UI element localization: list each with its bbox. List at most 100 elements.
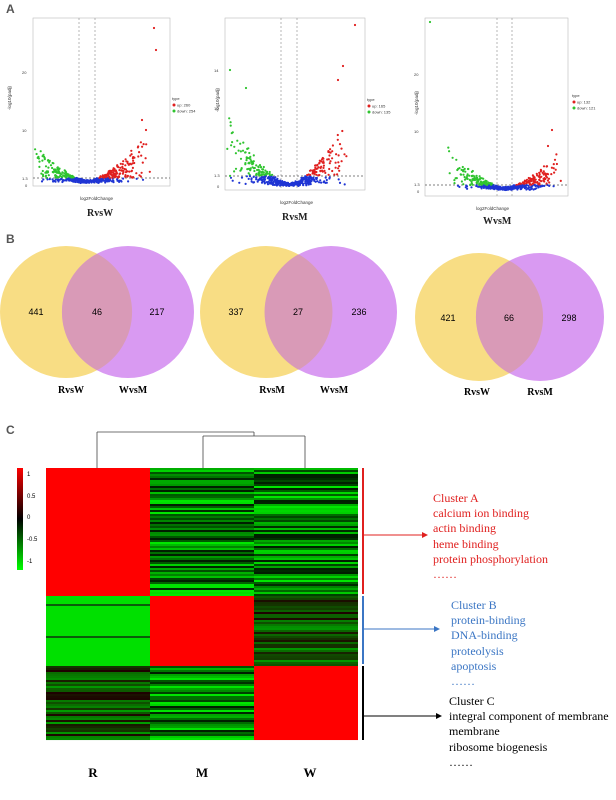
volcano-point — [477, 185, 480, 188]
heatmap-cell — [254, 662, 358, 665]
volcano-point — [546, 179, 550, 182]
volcano-point — [263, 173, 266, 176]
heatmap-cell — [254, 472, 358, 475]
volcano-point — [291, 184, 294, 187]
heatmap-cell — [254, 664, 358, 667]
heatmap-cell — [150, 664, 254, 667]
column-label-r: R — [88, 765, 98, 780]
heatmap-cell — [46, 588, 150, 591]
volcano-point — [308, 169, 312, 172]
volcano-point — [51, 161, 54, 165]
volcano-point — [327, 173, 330, 176]
heatmap-cell — [150, 536, 254, 539]
heatmap-cell — [254, 516, 358, 519]
heatmap-cell — [150, 562, 254, 565]
volcano-point — [343, 183, 346, 186]
heatmap-cell — [150, 682, 254, 685]
heatmap-cell — [150, 676, 254, 679]
volcano-point — [527, 181, 531, 184]
heatmap-cell — [46, 672, 150, 675]
volcano-point — [250, 178, 253, 181]
volcano-point — [248, 151, 251, 155]
volcano-point — [226, 147, 229, 150]
cluster-c-annotation: Cluster C integral component of membrane… — [449, 694, 609, 770]
heatmap-cell — [150, 544, 254, 547]
heatmap-cell — [254, 568, 358, 571]
heatmap-cell — [150, 606, 254, 609]
volcano-point — [145, 143, 148, 146]
volcano-point — [112, 179, 115, 182]
heatmap-cell — [150, 670, 254, 673]
volcano-points-2 — [226, 23, 357, 187]
heatmap-cell — [150, 602, 254, 605]
heatmap-cell — [46, 698, 150, 701]
volcano-point — [297, 184, 300, 187]
volcano-point — [255, 176, 258, 180]
heatmap-cell — [254, 578, 358, 581]
volcano-point — [304, 176, 307, 179]
volcano-legend-up-2: up: 165 — [372, 104, 386, 109]
heatmap-cell — [46, 658, 150, 661]
heatmap-cell — [254, 674, 358, 677]
heatmap-cell — [150, 474, 254, 477]
volcano-point — [246, 168, 249, 171]
volcano-point — [475, 177, 478, 180]
volcano-point — [337, 178, 340, 181]
cluster-b-item: apoptosis — [451, 658, 497, 673]
volcano-point — [536, 174, 539, 177]
heatmap-cell — [254, 634, 358, 637]
volcano-plot-2: -log10(padj) 14 10 1.3 0 type up: 165 do… — [214, 17, 391, 223]
volcano-legend-up-1: up: 260 — [177, 103, 191, 108]
volcano-point — [102, 175, 105, 178]
volcano-point — [337, 167, 340, 170]
heatmap-cell — [150, 534, 254, 537]
heatmap-cell — [46, 492, 150, 495]
volcano-point — [97, 178, 100, 181]
volcano-point — [61, 179, 64, 182]
volcano-point — [320, 181, 323, 184]
heatmap-cell — [46, 554, 150, 557]
heatmap-cell — [150, 604, 254, 607]
heatmap-cell — [150, 728, 254, 731]
heatmap-cell — [150, 610, 254, 613]
venn-1-overlap — [61, 253, 133, 371]
panel-label-b: B — [6, 232, 15, 246]
volcano-point — [135, 177, 138, 180]
heatmap-cell — [46, 524, 150, 527]
volcano-point — [319, 166, 322, 170]
volcano-point — [62, 174, 65, 177]
heatmap-cell — [254, 586, 358, 589]
venn-diagrams: 441 46 217 RvsW WvsM 337 27 236 RvsM Wvs… — [0, 246, 604, 398]
volcano-point — [538, 178, 541, 181]
volcano-point — [274, 178, 278, 181]
heatmap-cell — [254, 520, 358, 523]
heatmap-cell — [150, 712, 254, 715]
volcano-point — [38, 160, 41, 163]
heatmap-cell — [46, 474, 150, 477]
volcano-point — [48, 178, 51, 181]
heatmap-cell — [150, 592, 254, 595]
heatmap-cell — [46, 578, 150, 581]
volcano-point — [552, 185, 555, 188]
volcano-point — [552, 167, 555, 170]
heatmap-cell — [46, 572, 150, 575]
heatmap-cell — [150, 636, 254, 639]
volcano-point — [543, 172, 547, 175]
volcano-point — [527, 184, 530, 187]
volcano-point — [126, 175, 129, 178]
volcano-point — [478, 183, 481, 186]
volcano-xlabel-3: log2FoldChange — [476, 206, 510, 211]
heatmap-cell — [46, 738, 150, 741]
volcano-point — [144, 157, 147, 160]
volcano-point — [130, 170, 133, 173]
heatmap-cell — [46, 510, 150, 513]
heatmap-cell — [254, 738, 358, 741]
volcano-point — [106, 180, 109, 183]
heatmap-cell — [254, 710, 358, 713]
volcano-point — [314, 164, 317, 167]
volcano-point — [471, 175, 474, 178]
volcano-point — [255, 164, 258, 167]
heatmap-cell — [46, 586, 150, 589]
heatmap-cell — [46, 574, 150, 577]
volcano-point — [142, 143, 145, 146]
